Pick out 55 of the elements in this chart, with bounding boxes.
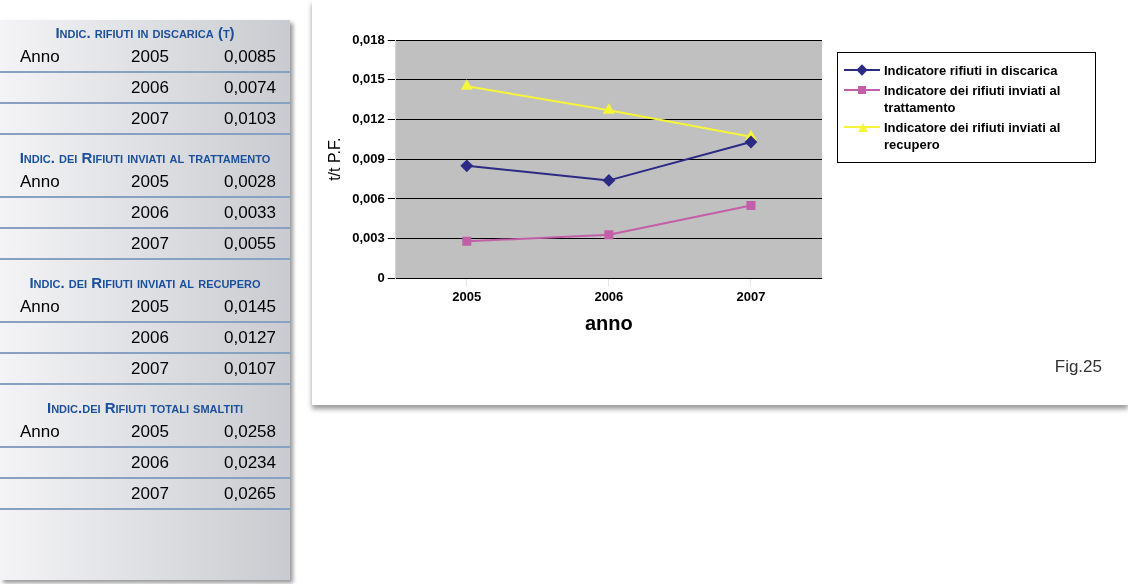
text: Anno <box>19 171 61 193</box>
text: 2006 <box>130 327 170 349</box>
text: Indic.dei Rifiuti totali smaltiti <box>45 398 244 417</box>
text: 2006 <box>130 452 170 474</box>
text: 2007 <box>130 233 170 255</box>
text: 2007 <box>130 358 170 380</box>
text: 2006 <box>130 202 170 224</box>
text: 0,0074 <box>223 77 277 99</box>
point <box>604 230 614 240</box>
legend-label: Indicatore dei rifiuti inviati al recupero <box>884 119 1062 153</box>
text: 0,0258 <box>223 421 277 443</box>
text: 2005 <box>130 46 170 68</box>
y-tick-label: 0,018 <box>352 31 385 47</box>
x-tick-label: 2006 <box>594 288 624 304</box>
text: 2005 <box>130 171 170 193</box>
text: 0,0145 <box>223 296 277 318</box>
text: 0,0265 <box>223 483 277 505</box>
text: Anno <box>19 421 61 443</box>
text: 0,0028 <box>223 171 277 193</box>
text: 0,0103 <box>223 108 277 130</box>
text: Indic. dei Rifiuti inviati al recupero <box>28 273 262 292</box>
y-tick-label: 0 <box>377 269 385 285</box>
legend-label: Indicatore dei rifiuti inviati al trattamento <box>884 82 1062 116</box>
caption: Fig.25 <box>1054 357 1102 377</box>
y-tick-label: 0,009 <box>352 150 385 166</box>
x-tick-label: 2007 <box>736 288 766 304</box>
point <box>602 174 615 187</box>
text: 0,0234 <box>223 452 277 474</box>
text: Indic. rifiuti in discarica (t) <box>54 23 236 42</box>
text: 0,0085 <box>223 46 277 68</box>
text: Indic. dei Rifiuti inviati al trattamento <box>18 148 272 167</box>
point <box>744 135 757 148</box>
point <box>461 80 473 90</box>
point <box>603 104 615 114</box>
y-tick-label: 0,015 <box>352 71 385 87</box>
text: 2007 <box>130 108 170 130</box>
point <box>462 236 472 246</box>
x-axis-title: anno <box>584 311 633 334</box>
y-tick-label: 0,012 <box>352 111 385 127</box>
text: Anno <box>19 296 61 318</box>
text: 2005 <box>130 421 170 443</box>
x-tick-label: 2005 <box>452 288 482 304</box>
text: 2006 <box>130 77 170 99</box>
y-tick-label: 0,006 <box>352 190 385 206</box>
text: Anno <box>19 46 61 68</box>
text: 0,0107 <box>223 358 277 380</box>
legend-label: Indicatore rifiuti in discarica <box>884 62 1058 79</box>
y-tick-label: 0,003 <box>352 230 385 246</box>
text: 0,0127 <box>223 327 277 349</box>
text: 0,0055 <box>223 233 277 255</box>
text: 2007 <box>130 483 170 505</box>
y-axis-title: t/t P.F. <box>326 137 344 181</box>
text: 0,0033 <box>223 202 277 224</box>
point <box>460 159 473 172</box>
point <box>746 201 756 211</box>
